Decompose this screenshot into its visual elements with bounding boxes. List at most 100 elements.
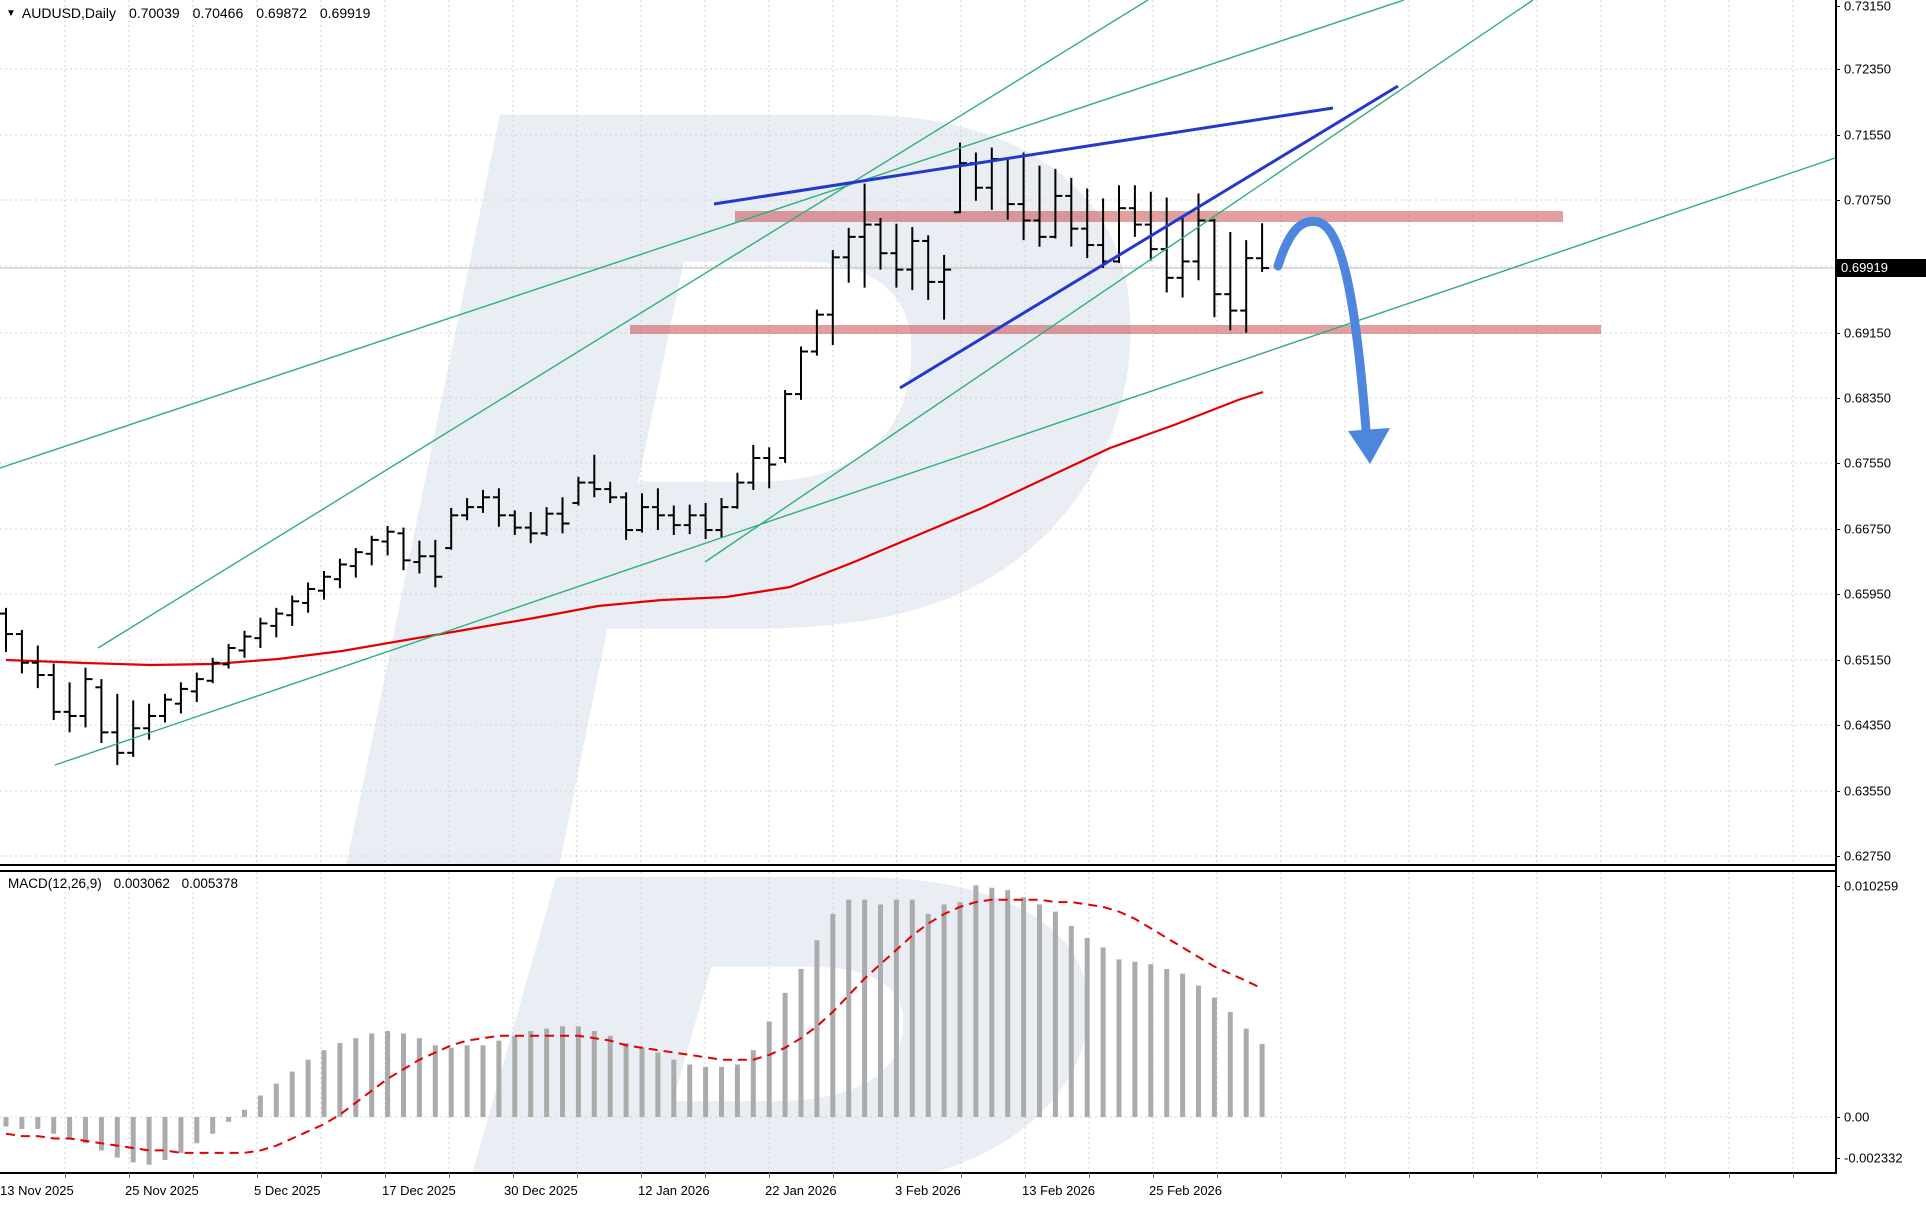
macd-hist-bar [798,968,804,1117]
axis-tick [1835,529,1840,530]
date-tick [385,1173,386,1178]
macd-hist-bar [750,1050,756,1117]
macd-hist-bar [989,887,995,1117]
macd-hist-bar [591,1031,597,1117]
high-value: 0.70466 [192,5,244,21]
macd-indicator-area[interactable] [0,872,1835,1172]
macd-hist-bar [734,1064,740,1117]
macd-hist-bar [19,1117,25,1129]
date-label: 12 Jan 2026 [638,1183,710,1198]
price-axis-label: 0.73150 [1844,0,1891,14]
close-value: 0.69919 [319,5,371,21]
date-tick [577,1173,578,1178]
date-tick [1345,1173,1346,1178]
macd-hist-bar [846,899,852,1117]
macd-hist-bar [575,1026,581,1117]
date-tick [513,1173,514,1178]
macd-hist-bar [448,1047,454,1117]
date-tick [833,1173,834,1178]
macd-signal-value: 0.005378 [181,876,238,891]
date-tick [129,1173,130,1178]
date-tick [1665,1173,1666,1178]
macd-hist-bar [496,1040,502,1117]
date-tick [1153,1173,1154,1178]
axis-tick [1835,463,1840,464]
price-chart-area[interactable] [0,0,1835,866]
date-tick [1729,1173,1730,1178]
macd-title: MACD(12,26,9) 0.003062 0.005378 [8,876,246,891]
macd-hist-bar [862,899,868,1117]
price-axis-label: 0.62750 [1844,848,1891,864]
date-tick [1409,1173,1410,1178]
macd-hist-bar [671,1059,677,1117]
ma-line[interactable] [5,390,1264,667]
macd-hist-bar [337,1042,343,1117]
date-label: 3 Feb 2026 [895,1183,961,1198]
axis-tick [1835,886,1840,887]
macd-hist-bar [814,940,820,1117]
sr-zone-upper[interactable] [735,211,1563,222]
date-tick [641,1173,642,1178]
axis-tick [1835,791,1840,792]
price-axis-label: 0.63550 [1844,783,1891,799]
macd-hist-bar [321,1050,327,1117]
panel-divider-bottom[interactable] [0,870,1837,872]
date-label: 25 Feb 2026 [1149,1183,1223,1198]
sr-zone-lower[interactable] [630,325,1601,334]
macd-hist-bar [194,1117,200,1144]
date-label: 17 Dec 2025 [382,1183,456,1198]
macd-hist-bar [512,1035,518,1117]
current-price-tag: 0.69919 [1836,259,1926,277]
macd-hist-bar [1100,947,1106,1117]
macd-hist-value: 0.003062 [113,876,170,891]
price-axis-label: 0.69150 [1844,325,1891,341]
macd-hist-bar [1164,968,1170,1117]
macd-hist-bar [941,904,947,1117]
macd-hist-bar [226,1117,232,1122]
chart-bottom-border [0,1172,1837,1174]
green-trendline-0 [0,0,1405,469]
macd-hist-bar [1243,1028,1249,1117]
macd-hist-bar [782,992,788,1117]
macd-hist-bar [67,1117,73,1139]
macd-hist-bar [893,899,899,1117]
date-tick [961,1173,962,1178]
projection-arrow[interactable] [1273,216,1371,435]
macd-signal-line[interactable] [5,898,1263,1154]
macd-hist-bar [480,1045,486,1117]
date-tick [193,1173,194,1178]
date-tick [1089,1173,1090,1178]
date-tick [65,1173,66,1178]
date-label: 13 Nov 2025 [0,1183,74,1198]
date-label: 25 Nov 2025 [125,1183,199,1198]
macd-hist-bar [242,1109,247,1117]
macd-hist-bar [114,1117,120,1158]
axis-tick [1835,69,1840,70]
price-axis-label: 0.67550 [1844,455,1891,471]
axis-tick [1835,660,1840,661]
macd-hist-bar [464,1045,470,1117]
macd-hist-bar [162,1117,168,1160]
macd-hist-bar [1132,961,1138,1117]
symbol-dropdown-icon[interactable]: ▼ [6,7,16,19]
symbol-period-label: AUDUSD,Daily [21,5,117,21]
macd-hist-bar [1211,997,1217,1117]
macd-hist-bar [1037,904,1042,1117]
low-value: 0.69872 [256,5,307,21]
macd-hist-bar [178,1117,184,1153]
macd-hist-bar [830,914,836,1117]
macd-hist-bar [544,1028,550,1117]
macd-hist-bar [623,1042,629,1117]
macd-hist-bar [1005,890,1011,1117]
macd-hist-bar [1116,959,1122,1117]
macd-hist-bar [766,1021,772,1117]
macd-axis-label: 0.010259 [1844,878,1899,894]
price-axis-label: 0.65950 [1844,586,1891,602]
price-axis-label: 0.66750 [1844,521,1891,537]
date-tick [257,1173,258,1178]
macd-hist-bar [639,1047,645,1117]
axis-tick [1835,398,1840,399]
panel-divider-top[interactable] [0,864,1837,866]
price-axis-line [1835,0,1837,1174]
